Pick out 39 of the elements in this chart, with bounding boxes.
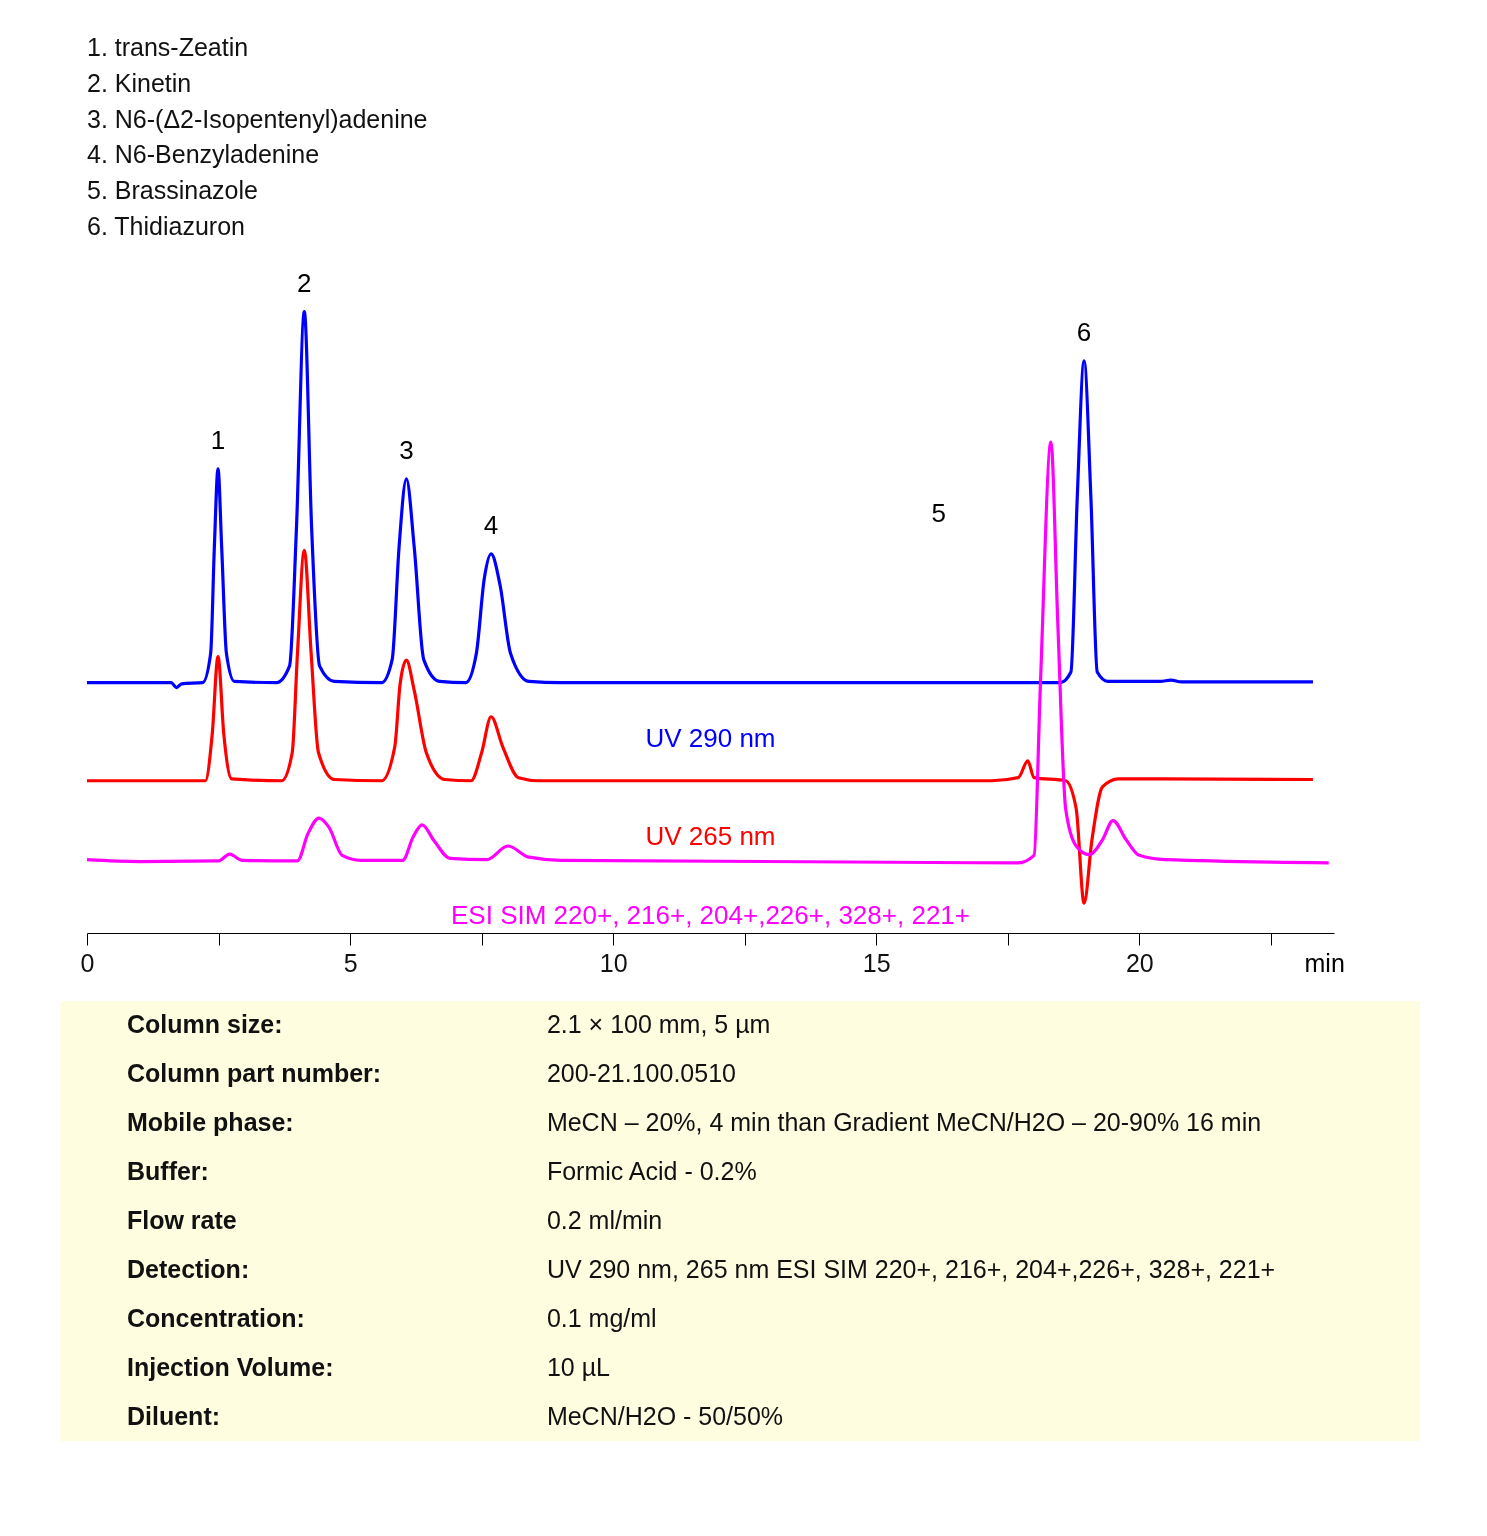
text: 1. trans-Zeatin — [87, 32, 249, 61]
text: 2. Kinetin — [87, 68, 192, 97]
x-tick-label: 10 — [599, 948, 628, 977]
text: MeCN – 20%, 4 min than Gradient MeCN/H2O – 20-90% 16 min — [546, 1108, 1262, 1137]
x-axis-title: min — [1304, 948, 1345, 977]
text: 2.1 × 100 mm, 5 µm — [546, 1010, 771, 1039]
text: 10 µL — [546, 1352, 611, 1381]
text: 4. N6-Benzyladenine — [87, 140, 320, 169]
text: Concentration: — [126, 1303, 305, 1332]
annotation: 4 — [483, 509, 499, 540]
text: 0.2 ml/min — [546, 1206, 663, 1234]
series-label: UV 290 nm — [645, 722, 776, 753]
annotation: 2 — [297, 267, 312, 298]
text: Column part number: — [126, 1059, 382, 1088]
text: 3. N6-(Δ2-Isopentenyl)adenine — [87, 104, 428, 133]
text: Flow rate — [126, 1206, 237, 1234]
series-label: UV 265 nm — [645, 820, 776, 851]
text: Detection: — [126, 1254, 250, 1283]
text: Mobile phase: — [126, 1108, 294, 1137]
text: Formic Acid - 0.2% — [546, 1157, 757, 1186]
annotation: 3 — [399, 434, 414, 465]
text: MeCN/H2O - 50/50% — [546, 1401, 784, 1430]
text: Buffer: — [126, 1157, 209, 1186]
annotation: 6 — [1076, 316, 1092, 347]
annotation: 5 — [931, 497, 946, 528]
x-tick-label: 20 — [1125, 948, 1154, 977]
series-label: ESI SIM 220+, 216+, 204+,226+, 328+, 221+ — [451, 899, 970, 930]
x-tick-label: 0 — [80, 948, 95, 977]
annotation: 1 — [210, 424, 226, 455]
text: UV 290 nm, 265 nm ESI SIM 220+, 216+, 204+,226+, 328+, 221+ — [546, 1254, 1276, 1283]
text: 5. Brassinazole — [87, 176, 258, 205]
x-tick-label: 15 — [862, 948, 891, 977]
x-tick-label: 5 — [343, 948, 358, 977]
text: 0.1 mg/ml — [546, 1303, 657, 1332]
text: 6. Thidiazuron — [87, 212, 245, 241]
text: Injection Volume: — [126, 1352, 334, 1381]
text: Column size: — [126, 1010, 283, 1039]
text: 200-21.100.0510 — [546, 1059, 736, 1088]
text: Diluent: — [126, 1401, 221, 1430]
